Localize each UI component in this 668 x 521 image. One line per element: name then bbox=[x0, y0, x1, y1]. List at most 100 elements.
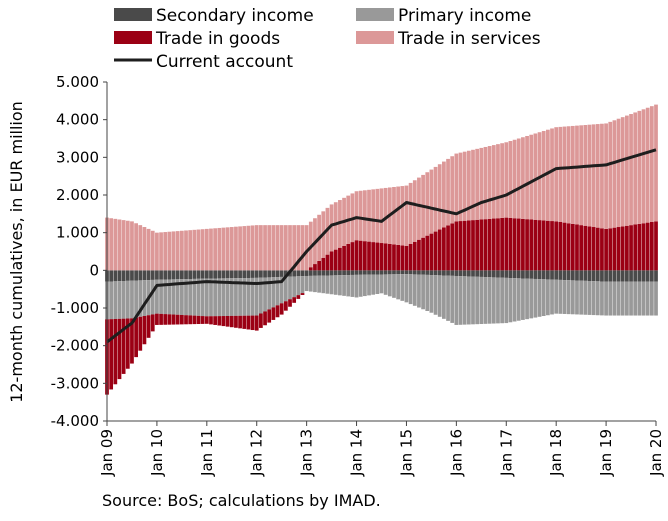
bar-primary-income bbox=[184, 279, 188, 316]
bar-secondary-income bbox=[396, 270, 401, 275]
bar-primary-income bbox=[433, 275, 438, 315]
bar-secondary-income bbox=[600, 270, 604, 282]
bar-trade-in-goods bbox=[396, 244, 401, 271]
bar-trade-in-goods bbox=[292, 297, 297, 303]
bar-secondary-income bbox=[417, 270, 421, 275]
bar-primary-income bbox=[562, 280, 567, 314]
bar-trade-in-services bbox=[130, 221, 134, 271]
bar-trade-in-goods bbox=[537, 220, 542, 271]
bar-trade-in-services bbox=[179, 230, 184, 271]
bar-secondary-income bbox=[367, 270, 371, 275]
bar-primary-income bbox=[512, 278, 517, 322]
bar-trade-in-services bbox=[483, 146, 488, 220]
bar-primary-income bbox=[362, 274, 367, 297]
bar-trade-in-services bbox=[200, 229, 205, 271]
bar-trade-in-goods bbox=[554, 221, 559, 271]
bar-primary-income bbox=[475, 276, 480, 325]
bar-primary-income bbox=[491, 277, 496, 324]
bar-trade-in-goods bbox=[371, 242, 376, 271]
bar-secondary-income bbox=[383, 270, 388, 275]
bar-trade-in-goods bbox=[454, 221, 459, 271]
y-tick-label: -3.000 bbox=[51, 374, 99, 392]
bar-secondary-income bbox=[163, 270, 168, 280]
bar-trade-in-services bbox=[608, 121, 613, 229]
bar-trade-in-goods bbox=[263, 311, 267, 326]
bar-trade-in-goods bbox=[558, 221, 563, 271]
bar-trade-in-goods bbox=[620, 226, 625, 271]
bar-primary-income bbox=[113, 281, 118, 319]
bar-trade-in-services bbox=[446, 158, 450, 226]
bar-primary-income bbox=[525, 278, 529, 320]
bar-secondary-income bbox=[317, 270, 321, 276]
bar-primary-income bbox=[429, 275, 434, 313]
bar-trade-in-goods bbox=[425, 235, 430, 271]
bar-trade-in-services bbox=[155, 232, 159, 271]
bar-trade-in-services bbox=[604, 123, 608, 229]
bar-primary-income bbox=[392, 274, 396, 298]
bar-trade-in-services bbox=[504, 142, 509, 218]
bar-trade-in-services bbox=[508, 141, 513, 218]
bar-secondary-income bbox=[267, 270, 272, 278]
bar-trade-in-goods bbox=[163, 314, 168, 325]
bar-primary-income bbox=[200, 278, 205, 317]
bar-trade-in-goods bbox=[562, 222, 567, 271]
bar-secondary-income bbox=[350, 270, 355, 275]
bar-trade-in-goods bbox=[471, 220, 475, 271]
bar-primary-income bbox=[400, 274, 405, 301]
bar-trade-in-services bbox=[159, 232, 163, 271]
bar-trade-in-services bbox=[612, 120, 617, 228]
bar-trade-in-goods bbox=[375, 242, 380, 271]
bar-trade-in-services bbox=[134, 223, 138, 271]
bar-trade-in-goods bbox=[300, 293, 305, 295]
bar-primary-income bbox=[591, 281, 596, 316]
bar-trade-in-goods bbox=[475, 219, 480, 271]
bar-primary-income bbox=[313, 275, 317, 293]
bar-secondary-income bbox=[125, 270, 130, 281]
bar-secondary-income bbox=[358, 270, 363, 275]
line-current-account bbox=[106, 148, 657, 344]
bar-trade-in-services bbox=[400, 186, 405, 246]
bar-trade-in-services bbox=[479, 147, 484, 220]
bar-trade-in-services bbox=[150, 230, 155, 271]
bar-trade-in-goods bbox=[333, 249, 338, 271]
bar-secondary-income bbox=[283, 270, 288, 277]
legend-swatch-trade-in-services bbox=[356, 31, 394, 44]
bar-primary-income bbox=[209, 278, 213, 317]
bar-secondary-income bbox=[616, 270, 621, 282]
legend: Secondary income Primary income Trade in… bbox=[114, 6, 541, 72]
y-tick-label: 5.000 bbox=[56, 73, 99, 91]
bar-primary-income bbox=[633, 281, 638, 316]
bar-primary-income bbox=[279, 276, 284, 304]
bar-primary-income bbox=[516, 278, 521, 321]
bar-trade-in-services bbox=[491, 145, 496, 219]
x-tick-label: Jan 10 bbox=[148, 429, 166, 477]
bar-primary-income bbox=[121, 281, 126, 319]
bar-trade-in-services bbox=[496, 144, 500, 219]
bar-primary-income bbox=[604, 281, 608, 316]
bar-secondary-income bbox=[238, 270, 242, 279]
bar-trade-in-goods bbox=[483, 219, 488, 271]
bar-trade-in-goods bbox=[125, 318, 130, 369]
bar-trade-in-services bbox=[458, 152, 463, 222]
bar-secondary-income bbox=[579, 270, 584, 281]
bar-trade-in-goods bbox=[242, 315, 247, 329]
bar-trade-in-goods bbox=[217, 316, 222, 326]
y-tick-label: 2.000 bbox=[56, 186, 99, 204]
legend-label-primary-income: Primary income bbox=[398, 6, 531, 26]
bar-secondary-income bbox=[462, 270, 467, 277]
bar-primary-income bbox=[625, 281, 629, 316]
bar-trade-in-goods bbox=[317, 260, 321, 271]
bar-secondary-income bbox=[313, 270, 317, 276]
bar-secondary-income bbox=[246, 270, 251, 278]
bar-trade-in-goods bbox=[171, 314, 176, 325]
bar-trade-in-goods bbox=[279, 303, 284, 315]
bar-trade-in-services bbox=[109, 218, 114, 271]
bar-primary-income bbox=[338, 275, 342, 296]
bar-trade-in-goods bbox=[583, 225, 588, 271]
x-tick-label: Jan 11 bbox=[198, 429, 216, 477]
y-tick-label: 1.000 bbox=[56, 224, 99, 242]
bar-trade-in-goods bbox=[350, 242, 355, 271]
bar-trade-in-goods bbox=[575, 224, 579, 271]
x-tick-label: Jan 12 bbox=[248, 429, 266, 477]
bar-trade-in-goods bbox=[533, 219, 538, 271]
